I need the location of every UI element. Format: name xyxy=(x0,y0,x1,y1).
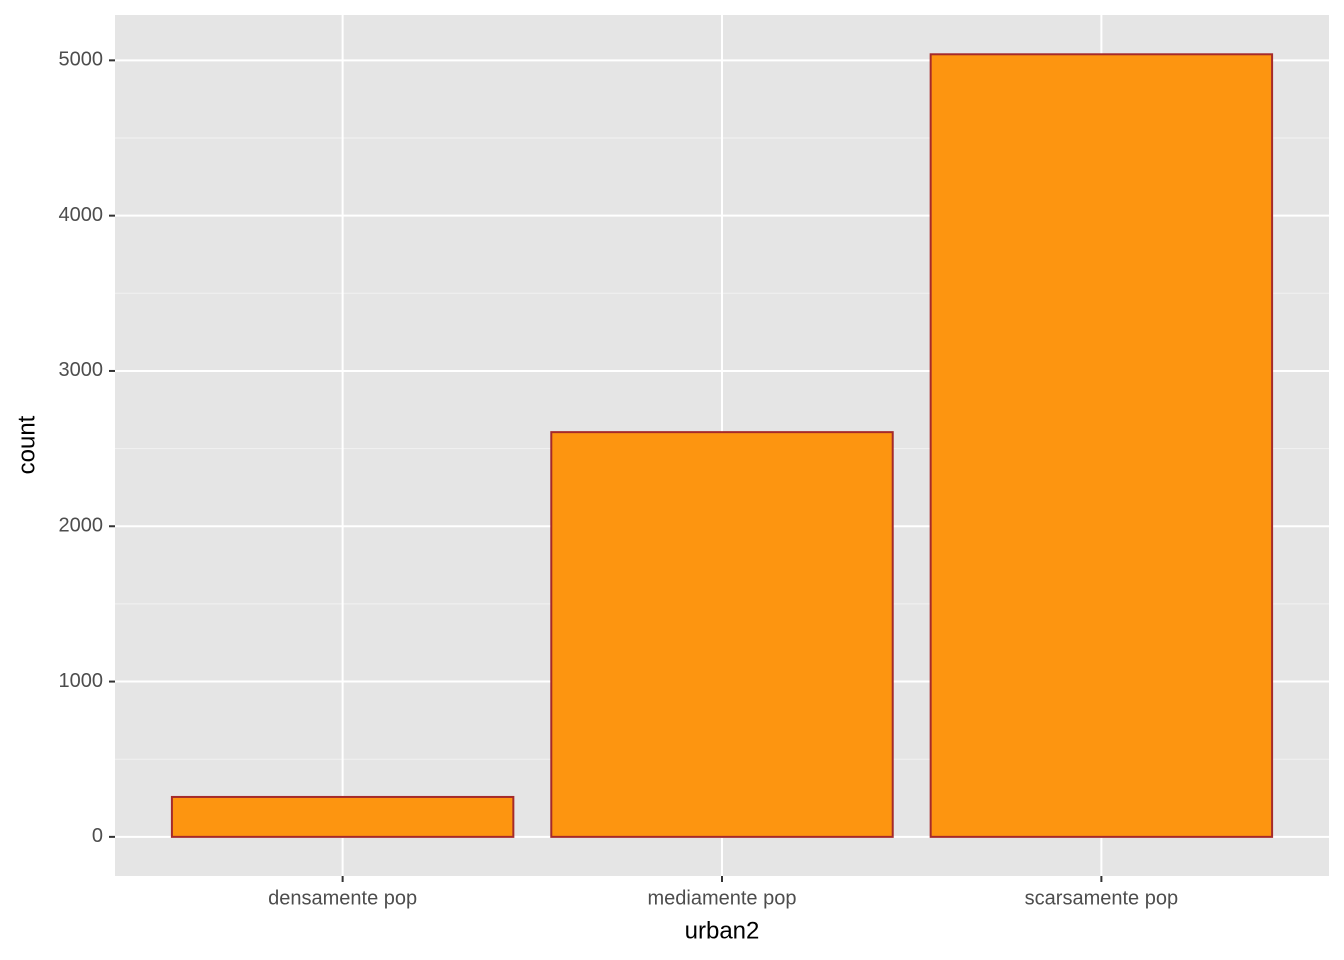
y-tick-label: 4000 xyxy=(59,204,104,226)
y-tick-label: 1000 xyxy=(59,670,104,692)
x-tick-label: mediamente pop xyxy=(648,887,797,909)
y-tick-label: 0 xyxy=(92,825,103,847)
y-tick-label: 5000 xyxy=(59,49,104,71)
x-axis-title: urban2 xyxy=(685,917,760,944)
x-tick-label: scarsamente pop xyxy=(1025,887,1178,909)
bar xyxy=(929,53,1274,838)
bar xyxy=(550,431,894,838)
bar xyxy=(170,795,515,838)
y-axis-title: count xyxy=(13,415,40,474)
y-tick-label: 3000 xyxy=(59,359,104,381)
x-tick-label: densamente pop xyxy=(268,887,417,909)
y-tick-label: 2000 xyxy=(59,515,104,537)
